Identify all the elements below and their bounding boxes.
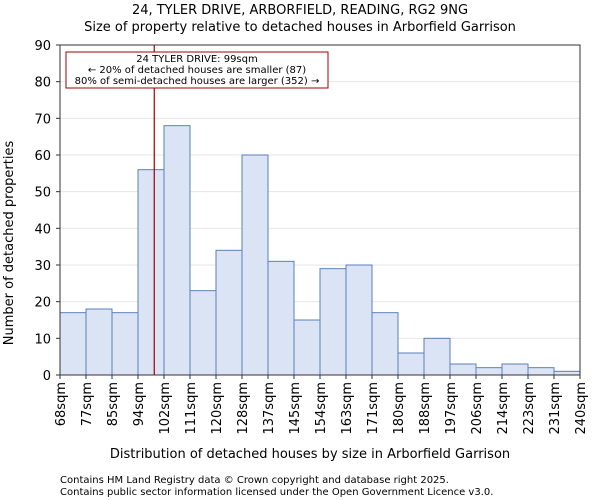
y-tick-label: 20 bbox=[34, 296, 51, 311]
y-tick-label: 60 bbox=[34, 149, 51, 164]
y-tick-label: 90 bbox=[34, 39, 51, 54]
bar bbox=[553, 370, 581, 376]
x-tick-label: 77sqm bbox=[80, 382, 95, 426]
bar bbox=[85, 308, 113, 376]
bar bbox=[319, 268, 347, 376]
bar bbox=[137, 169, 165, 376]
x-tick-label: 163sqm bbox=[340, 382, 355, 435]
y-tick-label: 10 bbox=[34, 332, 51, 347]
x-tick-label: 171sqm bbox=[366, 382, 381, 435]
y-axis-label: Number of detached properties bbox=[2, 141, 17, 346]
x-tick-label: 180sqm bbox=[392, 382, 407, 435]
chart-subtitle: Size of property relative to detached ho… bbox=[84, 20, 516, 35]
x-tick-label: 120sqm bbox=[210, 382, 225, 435]
x-tick-label: 94sqm bbox=[132, 382, 147, 426]
y-axis-ticks: 0 10 20 30 40 50 60 70 80 90 bbox=[34, 39, 60, 384]
y-tick-label: 70 bbox=[34, 112, 51, 127]
bar bbox=[449, 363, 477, 376]
bar bbox=[189, 290, 217, 376]
bar bbox=[267, 260, 295, 376]
x-tick-label: 231sqm bbox=[548, 382, 563, 435]
y-tick-label: 80 bbox=[34, 76, 51, 91]
bars bbox=[59, 125, 581, 376]
x-tick-label: 85sqm bbox=[106, 382, 121, 426]
annotation-line-3: 80% of semi-detached houses are larger (… bbox=[75, 76, 320, 87]
y-tick-label: 50 bbox=[34, 186, 51, 201]
x-tick-label: 102sqm bbox=[158, 382, 173, 435]
bar bbox=[501, 363, 529, 376]
bar bbox=[371, 312, 399, 376]
bar bbox=[527, 367, 555, 376]
chart-title: 24, TYLER DRIVE, ARBORFIELD, READING, RG… bbox=[132, 3, 468, 18]
annotation-line-1: 24 TYLER DRIVE: 99sqm bbox=[136, 54, 257, 65]
y-tick-label: 30 bbox=[34, 259, 51, 274]
x-tick-label: 188sqm bbox=[418, 382, 433, 435]
annotation-line-2: ← 20% of detached houses are smaller (87… bbox=[88, 65, 306, 76]
x-tick-label: 214sqm bbox=[496, 382, 511, 435]
x-tick-label: 197sqm bbox=[444, 382, 459, 435]
x-tick-label: 154sqm bbox=[314, 382, 329, 435]
x-tick-label: 223sqm bbox=[522, 382, 537, 435]
bar bbox=[293, 319, 321, 376]
footer-line-2: Contains public sector information licen… bbox=[60, 487, 493, 498]
x-tick-label: 128sqm bbox=[236, 382, 251, 435]
y-tick-label: 40 bbox=[34, 222, 51, 237]
bar bbox=[215, 249, 243, 376]
bar bbox=[345, 264, 373, 376]
x-tick-label: 68sqm bbox=[54, 382, 69, 426]
x-axis-ticks: 68sqm 77sqm 85sqm 94sqm 102sqm 111sqm 120sqm 12… bbox=[54, 375, 589, 435]
x-axis-label: Distribution of detached houses by size … bbox=[110, 447, 510, 462]
annotation-box bbox=[65, 51, 329, 89]
x-tick-label: 137sqm bbox=[262, 382, 277, 435]
x-tick-label: 145sqm bbox=[288, 382, 303, 435]
bar bbox=[59, 312, 87, 376]
bar bbox=[163, 125, 191, 376]
bar bbox=[475, 367, 503, 376]
footer-line-1: Contains HM Land Registry data © Crown c… bbox=[60, 475, 449, 486]
x-tick-label: 240sqm bbox=[574, 382, 589, 435]
x-tick-label: 111sqm bbox=[184, 382, 199, 435]
bar bbox=[423, 337, 451, 376]
y-tick-label: 0 bbox=[43, 369, 51, 384]
bar bbox=[241, 154, 269, 376]
bar bbox=[111, 312, 139, 376]
x-tick-label: 206sqm bbox=[470, 382, 485, 435]
bar bbox=[397, 352, 425, 376]
